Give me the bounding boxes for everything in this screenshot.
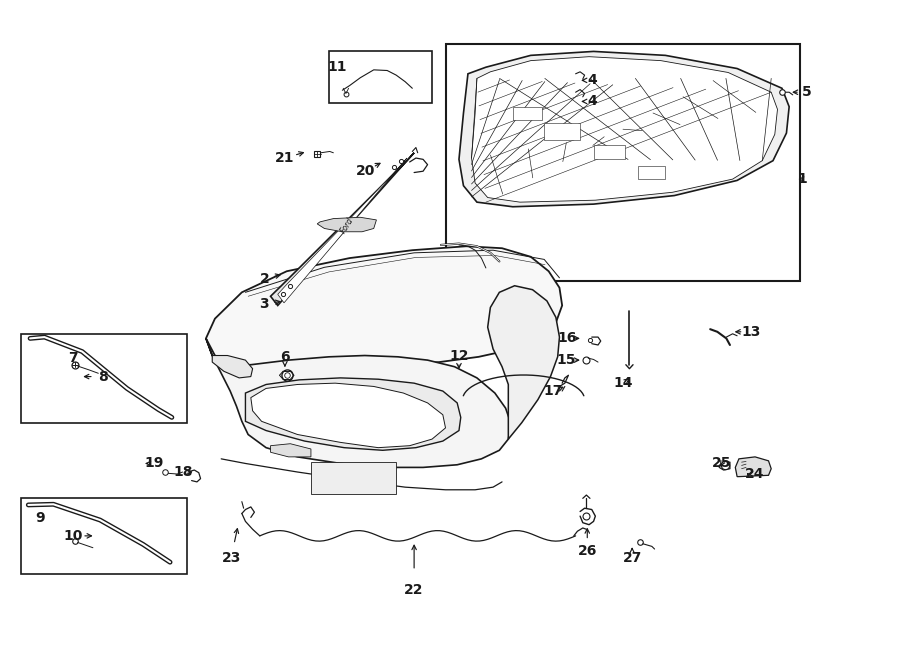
Bar [544, 123, 580, 139]
Text: 22: 22 [404, 584, 424, 598]
Text: 14: 14 [614, 376, 633, 390]
Text: 5: 5 [802, 85, 812, 99]
Text: 17: 17 [544, 384, 562, 398]
Polygon shape [278, 158, 407, 303]
Bar [513, 106, 542, 120]
Text: 12: 12 [449, 348, 469, 362]
Text: 4: 4 [587, 73, 597, 87]
Text: 26: 26 [578, 544, 597, 558]
Polygon shape [271, 444, 310, 457]
Polygon shape [459, 52, 789, 207]
Text: 20: 20 [356, 164, 375, 178]
Text: 7: 7 [68, 351, 78, 365]
Polygon shape [735, 457, 771, 477]
Bar [21, 334, 187, 422]
Bar [21, 498, 187, 574]
Polygon shape [206, 338, 511, 467]
Polygon shape [212, 356, 253, 378]
Text: 16: 16 [557, 331, 576, 346]
Polygon shape [488, 286, 560, 439]
Text: 15: 15 [557, 353, 576, 367]
Text: 18: 18 [174, 465, 194, 479]
Text: 8: 8 [98, 369, 108, 383]
Text: 9: 9 [35, 511, 45, 525]
Text: 6: 6 [280, 350, 290, 364]
Text: Ford: Ford [338, 215, 356, 235]
Text: 27: 27 [623, 551, 642, 564]
Bar [638, 166, 665, 179]
Polygon shape [472, 57, 778, 202]
Text: 21: 21 [275, 151, 294, 165]
Bar [446, 44, 800, 281]
Text: 19: 19 [144, 457, 164, 471]
Text: 10: 10 [64, 529, 83, 543]
Polygon shape [251, 383, 446, 447]
Text: 2: 2 [259, 272, 269, 286]
Text: 1: 1 [797, 172, 807, 186]
Text: 24: 24 [745, 467, 765, 481]
Text: 4: 4 [587, 95, 597, 108]
Text: 25: 25 [712, 457, 732, 471]
Text: 11: 11 [328, 60, 346, 74]
Polygon shape [206, 247, 562, 369]
Bar [310, 462, 396, 494]
Bar [594, 145, 625, 159]
Text: 23: 23 [221, 551, 241, 564]
Polygon shape [271, 153, 414, 305]
Bar [328, 51, 432, 103]
Text: 13: 13 [742, 325, 761, 339]
Polygon shape [317, 217, 376, 232]
Text: 3: 3 [259, 297, 269, 311]
Polygon shape [246, 378, 461, 450]
